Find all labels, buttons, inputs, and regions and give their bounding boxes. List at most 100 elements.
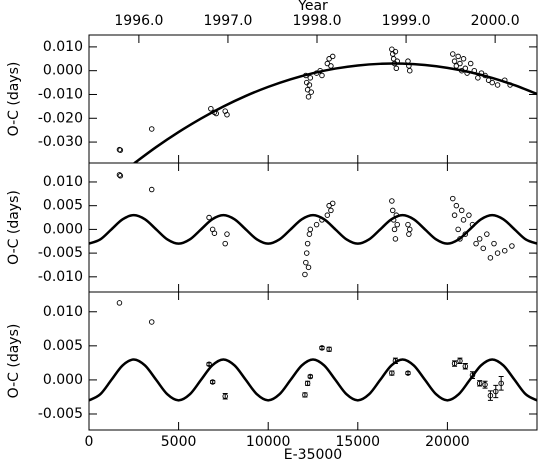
- data-point: [224, 111, 230, 118]
- data-point: [206, 214, 212, 221]
- data-point: [328, 207, 334, 214]
- data-point: [329, 200, 336, 207]
- error-bar: [210, 380, 216, 384]
- data-point: [389, 198, 395, 204]
- error-bar: [477, 380, 483, 387]
- panel: 0.010 0.005 0.000 -0.005 -0.010 O-C (days): [6, 162, 538, 293]
- y-tick-label: -0.010: [38, 269, 83, 285]
- data-point: [116, 300, 123, 306]
- x2-tick-label: 2000.0: [471, 13, 520, 29]
- y-tick-label: 0.005: [43, 198, 83, 214]
- data-point: [487, 255, 494, 261]
- data-point: [475, 75, 481, 81]
- data-point: [328, 63, 334, 69]
- error-bar: [462, 363, 468, 370]
- data-point: [482, 72, 488, 79]
- data-point: [305, 264, 312, 271]
- data-point: [450, 51, 456, 57]
- data-point: [390, 217, 397, 223]
- data-point: [467, 60, 474, 67]
- error-bar: [487, 390, 493, 401]
- data-point: [302, 271, 308, 278]
- error-bar: [326, 346, 332, 352]
- data-point: [406, 231, 412, 237]
- panel: 0.010 0.000 -0.010 -0.020 -0.030 1996.0 1997.0…: [6, 0, 538, 164]
- data-point: [494, 82, 501, 88]
- error-bar: [305, 380, 311, 386]
- y-tick-label: -0.005: [38, 245, 83, 261]
- y-tick-label: -0.010: [38, 86, 83, 102]
- data-point: [392, 48, 399, 55]
- data-point: [501, 77, 508, 83]
- x-tick-label: 0: [85, 434, 94, 450]
- data-point: [469, 221, 476, 228]
- data-point: [313, 221, 320, 228]
- data-point: [307, 373, 314, 380]
- y-tick-label: -0.030: [38, 134, 83, 150]
- y-tick-label: 0.010: [43, 39, 83, 55]
- data-point: [308, 89, 314, 95]
- data-point: [458, 207, 465, 214]
- data-point: [213, 110, 219, 117]
- data-point: [208, 106, 214, 112]
- data-point: [450, 195, 456, 202]
- plot-frame: [88, 34, 538, 164]
- data-point: [389, 207, 396, 214]
- plot-frame: [88, 162, 538, 293]
- error-bar: [469, 371, 475, 380]
- data-point: [211, 230, 218, 236]
- y-tick-label: -0.020: [38, 110, 83, 126]
- data-point: [462, 231, 469, 237]
- data-point: [501, 247, 508, 254]
- data-point: [317, 67, 323, 74]
- data-point: [507, 82, 513, 88]
- y-tick-label: 0.010: [43, 304, 83, 320]
- data-point: [319, 217, 325, 223]
- data-point: [319, 345, 325, 351]
- x-tick-label: 10000: [246, 434, 291, 450]
- data-point: [466, 212, 472, 218]
- data-point: [393, 212, 400, 218]
- data-point: [509, 243, 515, 249]
- error-bar: [206, 362, 212, 367]
- data-point: [148, 126, 155, 132]
- error-bar: [389, 370, 395, 376]
- error-bar: [319, 346, 325, 350]
- data-point: [393, 65, 400, 72]
- data-point: [407, 67, 413, 74]
- data-point: [473, 240, 479, 247]
- data-point: [394, 221, 400, 228]
- data-point: [457, 60, 463, 67]
- error-bar: [307, 374, 313, 379]
- y-tick-label: 0.000: [43, 221, 83, 237]
- error-bar: [482, 380, 488, 389]
- y-tick-label: -0.005: [38, 406, 83, 422]
- x2-axis-title: Year: [297, 0, 328, 14]
- y-tick-label: 0.010: [43, 174, 83, 190]
- data-point: [305, 94, 312, 100]
- data-point: [148, 319, 155, 325]
- data-point: [457, 236, 463, 242]
- data-point: [476, 236, 483, 242]
- error-bar: [222, 393, 228, 400]
- data-point: [117, 147, 124, 153]
- data-point: [494, 250, 501, 256]
- data-point: [451, 212, 458, 218]
- x2-tick-label: 1997.0: [203, 13, 252, 29]
- data-point: [391, 226, 398, 233]
- plot-frame: [88, 291, 538, 431]
- data-point: [148, 186, 155, 193]
- data-point: [303, 72, 309, 79]
- data-point: [407, 226, 413, 233]
- data-point: [451, 58, 458, 64]
- data-point: [462, 65, 469, 72]
- data-point: [206, 361, 212, 367]
- error-bar: [493, 384, 499, 399]
- data-point: [464, 70, 470, 76]
- data-point: [405, 221, 411, 228]
- model-curve: [89, 358, 537, 402]
- data-point: [471, 67, 478, 74]
